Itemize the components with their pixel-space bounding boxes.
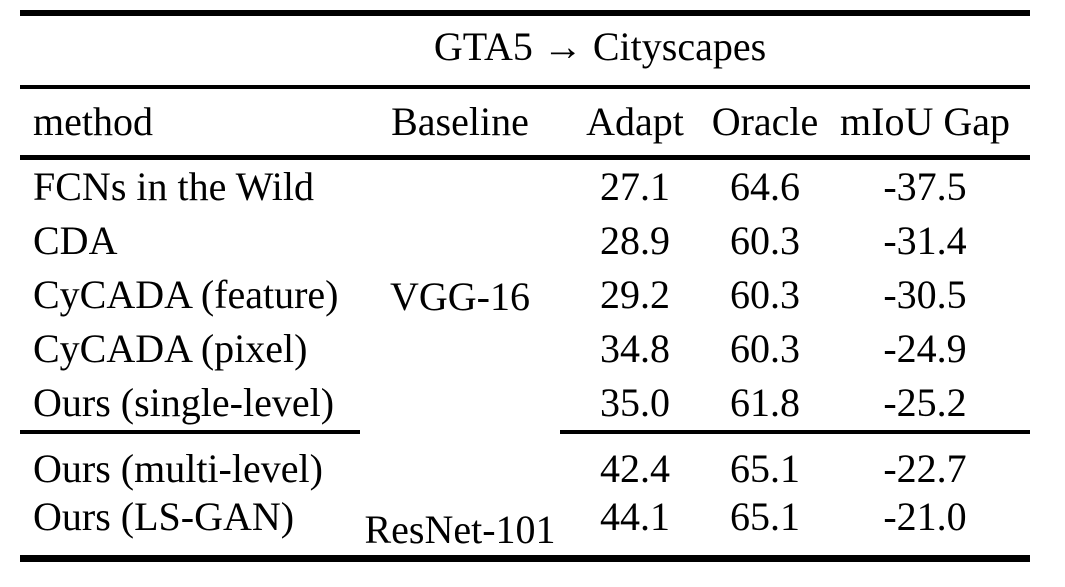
column-header-method: method	[20, 89, 360, 160]
adapt-cell: 44.1	[560, 494, 710, 562]
resnet101-group: Ours (multi-level) ResNet-101 42.4 65.1 …	[20, 434, 1031, 562]
method-cell: CyCADA (pixel)	[33, 326, 308, 371]
oracle-cell: 64.6	[730, 164, 800, 209]
oracle-cell: 61.8	[710, 376, 820, 434]
column-header-oracle: Oracle	[710, 89, 820, 160]
table-header-row: method Baseline Adapt Oracle mIoU Gap	[20, 89, 1031, 160]
oracle-cell: 60.3	[730, 218, 800, 263]
method-cell: CDA	[33, 218, 118, 263]
column-header-baseline: Baseline	[360, 89, 560, 160]
gap-cell: -37.5	[883, 164, 967, 209]
adapt-cell: 28.9	[600, 218, 670, 263]
table-row: CDA 28.9 60.3 -31.4	[20, 214, 1030, 268]
column-header-miou-gap: mIoU Gap	[820, 89, 1031, 160]
gap-cell: -21.0	[820, 494, 1031, 562]
method-cell: CyCADA (feature)	[33, 272, 339, 317]
method-cell: Ours (multi-level)	[33, 446, 323, 491]
table-row: Ours (LS-GAN) 44.1 65.1 -21.0	[20, 494, 1031, 562]
gap-cell: -30.5	[883, 272, 967, 317]
method-cell: FCNs in the Wild	[33, 164, 315, 209]
table-row: CyCADA (feature) 29.2 60.3 -30.5	[20, 268, 1030, 322]
method-cell: Ours (LS-GAN)	[20, 494, 360, 562]
table-row: CyCADA (pixel) 34.8 60.3 -24.9	[20, 322, 1030, 376]
table-row: Ours (multi-level) ResNet-101 42.4 65.1 …	[20, 434, 1030, 562]
method-cell: Ours (single-level)	[20, 376, 360, 434]
oracle-cell: 60.3	[730, 326, 800, 371]
adapt-cell: 42.4	[600, 446, 670, 491]
gap-cell: -24.9	[883, 326, 967, 371]
vgg16-group: FCNs in the Wild VGG-16 27.1 64.6 -37.5 …	[20, 160, 1031, 434]
table-row: Ours (single-level) 35.0 61.8 -25.2	[20, 376, 1031, 434]
gap-cell: -31.4	[883, 218, 967, 263]
baseline-cell-vgg16: VGG-16	[390, 274, 530, 319]
adapt-cell: 29.2	[600, 272, 670, 317]
table-title: GTA5 → Cityscapes	[20, 10, 1031, 89]
gap-cell: -25.2	[820, 376, 1031, 434]
adapt-cell: 34.8	[600, 326, 670, 371]
results-table: GTA5 → Cityscapes method Baseline Adapt …	[20, 10, 1031, 562]
table-title-row: GTA5 → Cityscapes	[20, 10, 1031, 89]
column-header-adapt: Adapt	[560, 89, 710, 160]
oracle-cell: 65.1	[730, 446, 800, 491]
baseline-cell-resnet101: ResNet-101	[360, 434, 560, 562]
adapt-cell: 35.0	[560, 376, 710, 434]
oracle-cell: 65.1	[710, 494, 820, 562]
gap-cell: -22.7	[883, 446, 967, 491]
oracle-cell: 60.3	[730, 272, 800, 317]
table-row: FCNs in the Wild VGG-16 27.1 64.6 -37.5	[20, 160, 1030, 318]
adapt-cell: 27.1	[600, 164, 670, 209]
